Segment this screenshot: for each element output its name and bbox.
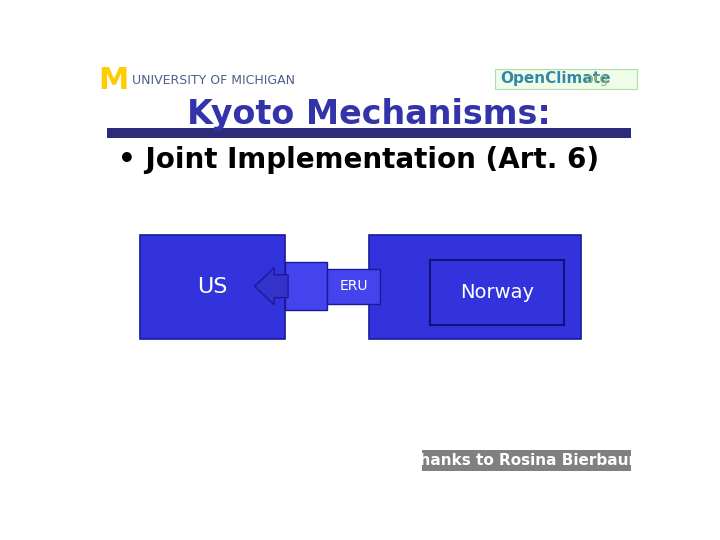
FancyArrow shape (255, 267, 288, 305)
Text: Kyoto Mechanisms:: Kyoto Mechanisms: (187, 98, 551, 131)
Text: ERU: ERU (339, 279, 368, 293)
Bar (140, 235, 285, 339)
Text: org: org (581, 72, 608, 86)
Bar (327, 268, 380, 304)
Bar (107, 129, 631, 138)
Bar (369, 235, 581, 339)
Text: US: US (197, 277, 228, 297)
Bar (495, 69, 637, 89)
Text: • Joint Implementation (Art. 6): • Joint Implementation (Art. 6) (118, 146, 599, 174)
Text: Thanks to Rosina Bierbaum: Thanks to Rosina Bierbaum (409, 453, 644, 468)
Text: Norway: Norway (460, 283, 534, 302)
Text: OpenClimate: OpenClimate (500, 71, 611, 86)
Text: UNIVERSITY OF MICHIGAN: UNIVERSITY OF MICHIGAN (132, 74, 295, 87)
Text: M: M (99, 66, 129, 95)
Bar (285, 262, 327, 310)
Bar (422, 450, 631, 471)
Bar (431, 260, 564, 325)
